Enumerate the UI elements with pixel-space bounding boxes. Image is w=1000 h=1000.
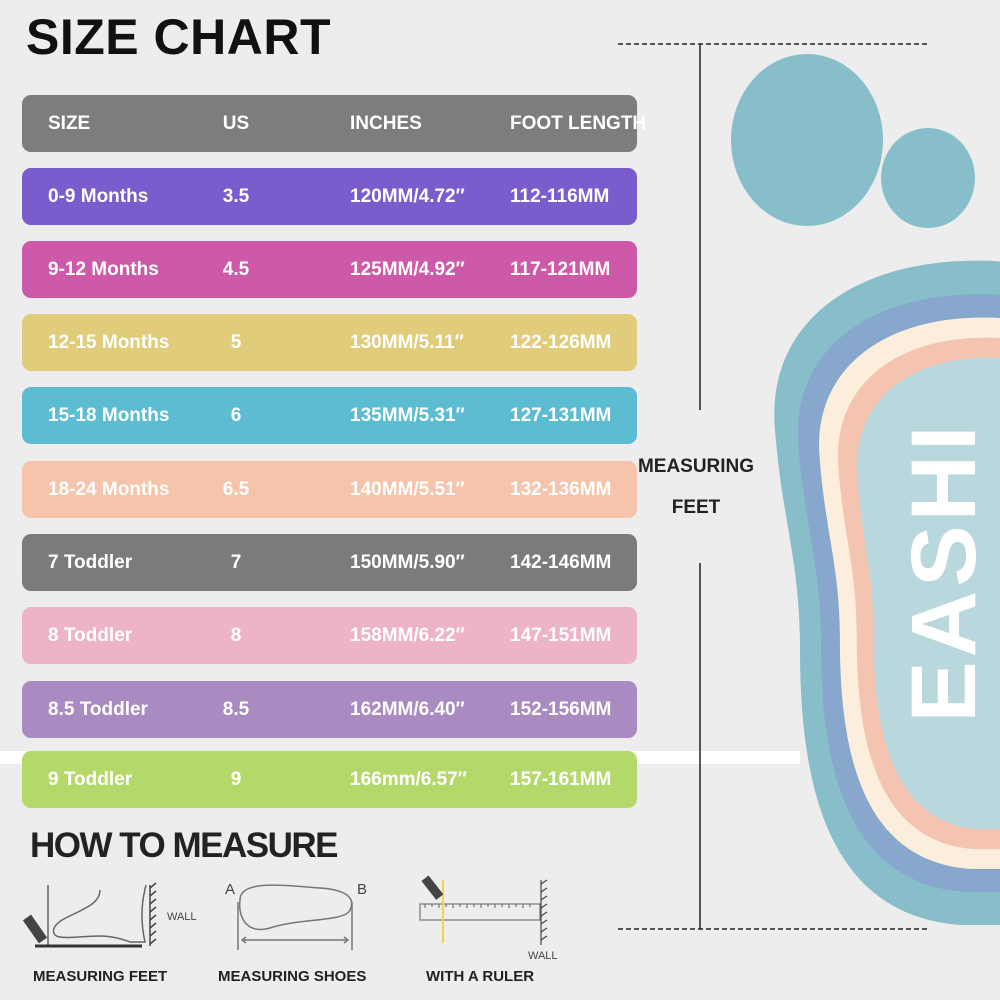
row-inches: 135MM/5.31″ bbox=[350, 404, 465, 426]
size-row: 9-12 Months 4.5 125MM/4.92″ 117-121MM bbox=[22, 241, 637, 298]
row-inches: 150MM/5.90″ bbox=[350, 551, 465, 573]
measuring-label-line2: FEET bbox=[671, 497, 721, 518]
size-row: 9 Toddler 9 166mm/6.57″ 157-161MM bbox=[22, 751, 637, 808]
row-inches: 120MM/4.72″ bbox=[350, 185, 465, 207]
wall-label-ruler: WALL bbox=[528, 950, 558, 962]
wall-label-feet: WALL bbox=[167, 911, 197, 923]
row-size: 8 Toddler bbox=[48, 624, 133, 646]
measuring-shoes-icon bbox=[237, 884, 353, 950]
size-row: 8.5 Toddler 8.5 162MM/6.40″ 152-156MM bbox=[22, 681, 637, 738]
row-foot-length: 152-156MM bbox=[510, 698, 612, 720]
row-foot-length: 122-126MM bbox=[510, 331, 612, 353]
row-foot-length: 117-121MM bbox=[510, 258, 611, 280]
logo-text: EASHI bbox=[893, 421, 995, 722]
row-inches: 166mm/6.57″ bbox=[350, 768, 467, 790]
row-foot-length: 132-136MM bbox=[510, 478, 612, 500]
header-inches: INCHES bbox=[350, 112, 422, 134]
measuring-label-line1: MEASURING bbox=[637, 456, 755, 477]
row-foot-length: 142-146MM bbox=[510, 551, 612, 573]
row-foot-length: 112-116MM bbox=[510, 185, 610, 207]
row-size: 0-9 Months bbox=[48, 185, 149, 207]
size-row: 18-24 Months 6.5 140MM/5.51″ 132-136MM bbox=[22, 461, 637, 518]
row-foot-length: 157-161MM bbox=[510, 768, 612, 790]
row-inches: 125MM/4.92″ bbox=[350, 258, 465, 280]
row-size: 9-12 Months bbox=[48, 258, 159, 280]
ruler-icon bbox=[419, 875, 548, 945]
big-toe bbox=[731, 54, 883, 226]
header-foot-length: FOOT LENGTH bbox=[510, 112, 647, 134]
size-row: 7 Toddler 7 150MM/5.90″ 142-146MM bbox=[22, 534, 637, 591]
row-size: 15-18 Months bbox=[48, 404, 170, 426]
row-foot-length: 147-151MM bbox=[510, 624, 612, 646]
measuring-feet-label: MEASURING FEET bbox=[626, 456, 766, 519]
caption-with-a-ruler: WITH A RULER bbox=[426, 968, 535, 985]
row-size: 8.5 Toddler bbox=[48, 698, 148, 720]
row-size: 9 Toddler bbox=[48, 768, 133, 790]
size-row: 0-9 Months 3.5 120MM/4.72″ 112-116MM bbox=[22, 168, 637, 225]
size-row: 8 Toddler 8 158MM/6.22″ 147-151MM bbox=[22, 607, 637, 664]
row-size: 18-24 Months bbox=[48, 478, 170, 500]
measuring-feet-icon bbox=[22, 882, 157, 948]
small-toe bbox=[881, 128, 975, 228]
row-inches: 130MM/5.11″ bbox=[350, 331, 464, 353]
row-foot-length: 127-131MM bbox=[510, 404, 612, 426]
page-title: SIZE CHART bbox=[26, 9, 331, 65]
row-size: 7 Toddler bbox=[48, 551, 133, 573]
sole bbox=[774, 260, 1000, 925]
header-size: SIZE bbox=[48, 112, 91, 134]
table-header: SIZE US INCHES FOOT LENGTH bbox=[22, 95, 646, 152]
caption-measuring-shoes: MEASURING SHOES bbox=[218, 968, 367, 985]
point-b-label: B bbox=[357, 881, 368, 898]
row-size: 12-15 Months bbox=[48, 331, 170, 353]
row-inches: 158MM/6.22″ bbox=[350, 624, 465, 646]
row-inches: 162MM/6.40″ bbox=[350, 698, 465, 720]
point-a-label: A bbox=[225, 881, 236, 898]
size-row: 12-15 Months 5 130MM/5.11″ 122-126MM bbox=[22, 314, 637, 371]
size-row: 15-18 Months 6 135MM/5.31″ 127-131MM bbox=[22, 387, 637, 444]
how-to-measure-title: HOW TO MEASURE bbox=[30, 826, 338, 865]
row-inches: 140MM/5.51″ bbox=[350, 478, 465, 500]
caption-measuring-feet: MEASURING FEET bbox=[33, 968, 168, 985]
